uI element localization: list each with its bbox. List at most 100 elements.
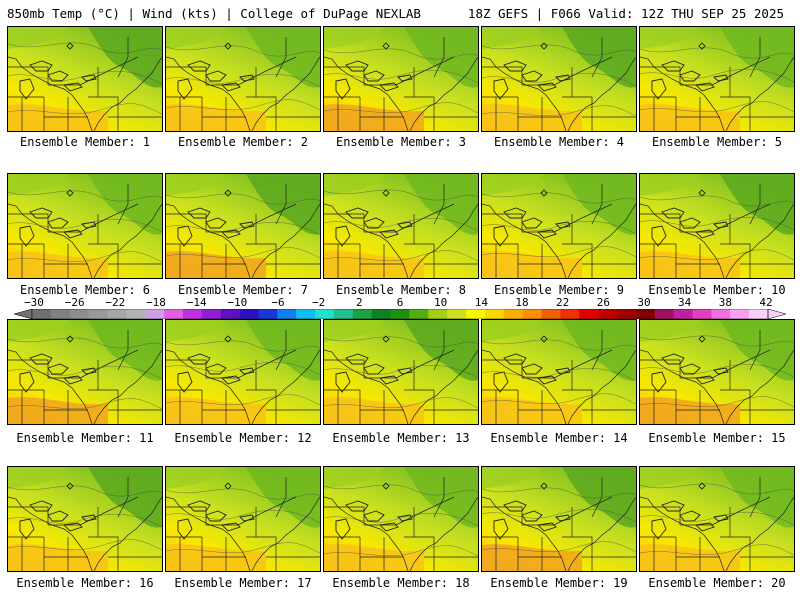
colorbar-swatch: [220, 309, 240, 319]
temperature-map-image: [324, 174, 478, 278]
ensemble-member-label: Ensemble Member: 10: [648, 283, 786, 297]
colorbar-swatch: [541, 309, 561, 319]
ensemble-member-map: [323, 466, 479, 572]
colorbar-swatch: [560, 309, 580, 319]
colorbar-swatch: [598, 309, 618, 319]
ensemble-member-label: Ensemble Member: 2: [177, 135, 309, 149]
colorbar-swatch: [296, 309, 316, 319]
ensemble-member-label: Ensemble Member: 7: [177, 283, 309, 297]
colorbar-tick-label: 42: [759, 296, 773, 309]
ensemble-member-label: Ensemble Member: 16: [16, 576, 154, 590]
colorbar-tick-label: −30: [24, 296, 44, 309]
colorbar-tick-label: −14: [186, 296, 207, 309]
ensemble-member-map: [639, 466, 795, 572]
colorbar-tick-label: 38: [718, 296, 732, 309]
temperature-map-image: [640, 27, 794, 131]
temperature-map-image: [166, 320, 320, 424]
ensemble-member-label: Ensemble Member: 3: [335, 135, 467, 149]
colorbar-swatch: [107, 309, 127, 319]
colorbar-swatch: [145, 309, 165, 319]
ensemble-member-map: [481, 319, 637, 425]
colorbar-swatch: [730, 309, 750, 319]
colorbar-swatch: [409, 309, 429, 319]
temperature-map-image: [324, 467, 478, 571]
colorbar-swatch: [69, 309, 89, 319]
colorbar-swatch: [635, 309, 656, 319]
colorbar-swatch: [50, 309, 71, 319]
colorbar-swatch: [390, 309, 410, 319]
ensemble-member-map: [7, 466, 163, 572]
temperature-map-image: [482, 174, 636, 278]
ensemble-member-label: Ensemble Member: 14: [490, 431, 628, 445]
ensemble-member-map: [7, 26, 163, 132]
colorbar-tick-label: 6: [396, 296, 404, 309]
ensemble-member-map: [165, 26, 321, 132]
ensemble-member-map: [323, 319, 479, 425]
colorbar-swatch: [749, 309, 769, 319]
colorbar-swatch: [277, 309, 297, 319]
colorbar-swatch: [522, 309, 542, 319]
colorbar-tick-label: −10: [227, 296, 248, 309]
ensemble-member-map: [639, 319, 795, 425]
colorbar-tick-label: 18: [515, 296, 529, 309]
ensemble-member-map: [639, 26, 795, 132]
ensemble-member-map: [7, 173, 163, 279]
temperature-map-image: [166, 467, 320, 571]
ensemble-member-label: Ensemble Member: 12: [174, 431, 312, 445]
colorbar-swatch: [503, 309, 523, 319]
map-title: 850mb Temp (°C) | Wind (kts) | College o…: [7, 6, 421, 21]
ensemble-member-map: [323, 173, 479, 279]
colorbar-swatch: [201, 309, 222, 319]
colorbar-swatch: [315, 309, 335, 319]
colorbar-swatch: [239, 309, 259, 319]
temperature-map-image: [482, 27, 636, 131]
ensemble-member-map: [481, 26, 637, 132]
temperature-map-image: [640, 174, 794, 278]
temperature-map-image: [640, 467, 794, 571]
colorbar-swatch: [371, 309, 391, 319]
colorbar-max-arrow: [767, 309, 786, 319]
temperature-map-image: [166, 27, 320, 131]
ensemble-member-map: [165, 319, 321, 425]
ensemble-member-label: Ensemble Member: 13: [332, 431, 470, 445]
colorbar-tick-label: −26: [64, 296, 85, 309]
colorbar-tick-label: −2: [312, 296, 326, 309]
colorbar-tick-label: 30: [637, 296, 651, 309]
colorbar-swatch: [673, 309, 693, 319]
colorbar-swatch: [88, 309, 108, 319]
colorbar-swatch: [164, 309, 184, 319]
colorbar-swatch: [352, 309, 372, 319]
ensemble-member-label: Ensemble Member: 20: [648, 576, 786, 590]
ensemble-member-label: Ensemble Member: 6: [19, 283, 151, 297]
colorbar-tick-label: 2: [356, 296, 363, 309]
colorbar-tick-label: 34: [678, 296, 692, 309]
ensemble-member-map: [639, 173, 795, 279]
temperature-map-image: [8, 467, 162, 571]
ensemble-member-label: Ensemble Member: 17: [174, 576, 312, 590]
colorbar-tick-label: 26: [596, 296, 610, 309]
colorbar-swatch: [617, 309, 637, 319]
temperature-map-image: [482, 467, 636, 571]
ensemble-member-label: Ensemble Member: 15: [648, 431, 786, 445]
temperature-map-image: [640, 320, 794, 424]
temperature-map-image: [8, 174, 162, 278]
colorbar-swatch: [447, 309, 467, 319]
colorbar-tick-label: −6: [271, 296, 285, 309]
colorbar-swatch: [692, 309, 712, 319]
ensemble-member-label: Ensemble Member: 4: [493, 135, 625, 149]
ensemble-member-map: [481, 173, 637, 279]
ensemble-member-label: Ensemble Member: 11: [16, 431, 154, 445]
temperature-map-image: [324, 320, 478, 424]
colorbar-swatch: [466, 309, 486, 319]
temperature-map-image: [482, 320, 636, 424]
colorbar-swatch: [579, 309, 599, 319]
run-valid-time: 18Z GEFS | F066 Valid: 12Z THU SEP 25 20…: [467, 6, 784, 21]
colorbar-min-arrow: [14, 309, 33, 319]
ensemble-member-map: [165, 466, 321, 572]
colorbar-tick-label: −18: [146, 296, 166, 309]
colorbar-tick-label: 22: [556, 296, 570, 309]
colorbar-swatch: [182, 309, 203, 319]
colorbar-swatch: [711, 309, 731, 319]
temperature-map-image: [8, 320, 162, 424]
ensemble-member-map: [323, 26, 479, 132]
